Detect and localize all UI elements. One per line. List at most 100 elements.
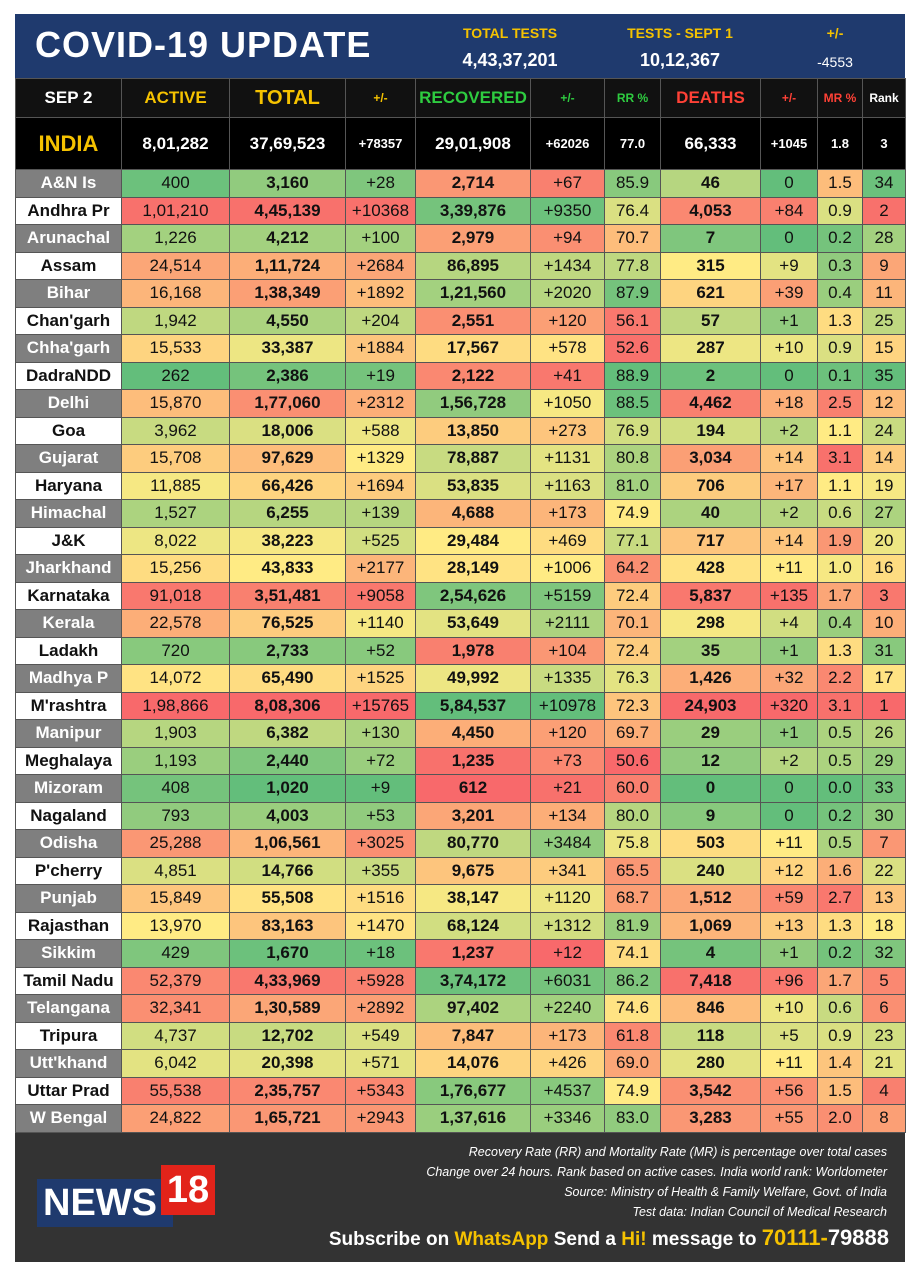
cell: 0.9 (817, 1021, 863, 1050)
cell: 64.2 (604, 554, 661, 583)
cell: +9 (345, 774, 416, 803)
cell: +2 (760, 746, 818, 775)
cell: 22 (862, 856, 906, 885)
cell: 1.5 (817, 1076, 863, 1105)
cell: 1,56,728 (415, 389, 531, 418)
header: COVID-19 UPDATE TOTAL TESTS 4,43,37,201 … (15, 14, 905, 78)
cell: 15 (862, 334, 906, 363)
cell: +1525 (345, 664, 416, 693)
cell: 4,212 (229, 224, 346, 253)
cell: +62026 (530, 117, 605, 170)
state-row: Ladakh 720 2,733 +52 1,978 +104 72.4 35 +1 1.3 31 (15, 636, 906, 665)
cell: 70.1 (604, 609, 661, 638)
cell: 194 (660, 416, 761, 445)
cell: 3,160 (229, 169, 346, 198)
text: Send a (553, 1229, 617, 1250)
cell: 1.4 (817, 1049, 863, 1078)
cell: +135 (760, 581, 818, 610)
cell: +53 (345, 801, 416, 830)
cell: 60.0 (604, 774, 661, 803)
cell: 0 (760, 774, 818, 803)
cell: +39 (760, 279, 818, 308)
cell: 80,770 (415, 829, 531, 858)
state-row: Kerala 22,578 76,525 +1140 53,649 +2111 70.1 29… (15, 609, 906, 638)
cell: +355 (345, 856, 416, 885)
cell: 1,21,560 (415, 279, 531, 308)
cell: Karnataka (15, 581, 122, 610)
cell: Punjab (15, 884, 122, 913)
cell: 65.5 (604, 856, 661, 885)
cell: 8,01,282 (121, 117, 230, 170)
cell: 6,042 (121, 1049, 230, 1078)
cell: 3,39,876 (415, 196, 531, 225)
cell: +11 (760, 554, 818, 583)
cell: 0.9 (817, 334, 863, 363)
cell: 1,11,724 (229, 251, 346, 280)
cell: +578 (530, 334, 605, 363)
cell: 1.5 (817, 169, 863, 198)
cell: 77.8 (604, 251, 661, 280)
cell: W Bengal (15, 1104, 122, 1133)
column-header: DEATHS (660, 78, 761, 118)
cell: 3.1 (817, 691, 863, 720)
cell: 7 (660, 224, 761, 253)
cell: +588 (345, 416, 416, 445)
note: Change over 24 hours. Rank based on acti… (426, 1165, 887, 1179)
cell: Odisha (15, 829, 122, 858)
cell: 1,903 (121, 719, 230, 748)
cell: +469 (530, 526, 605, 555)
cell: +120 (530, 719, 605, 748)
text: message to (651, 1229, 757, 1250)
footer: Recovery Rate (RR) and Mortality Rate (M… (15, 1133, 905, 1262)
cell: 400 (121, 169, 230, 198)
cell: 1.6 (817, 856, 863, 885)
cell: +4 (760, 609, 818, 638)
cell: 1.3 (817, 911, 863, 940)
cell: +1050 (530, 389, 605, 418)
cell: 25 (862, 306, 906, 335)
cell: 262 (121, 361, 230, 390)
cell: +55 (760, 1104, 818, 1133)
cell: 24,514 (121, 251, 230, 280)
cell: +320 (760, 691, 818, 720)
column-header: Rank (862, 78, 906, 118)
cell: +9350 (530, 196, 605, 225)
page: COVID-19 UPDATE TOTAL TESTS 4,43,37,201 … (15, 14, 906, 1262)
cell: 4,003 (229, 801, 346, 830)
cell: +11 (760, 1049, 818, 1078)
cell: 1.7 (817, 966, 863, 995)
cell: 2 (660, 361, 761, 390)
cell: 3,283 (660, 1104, 761, 1133)
cell: 2,386 (229, 361, 346, 390)
cell: 1,37,616 (415, 1104, 531, 1133)
cell: 12,702 (229, 1021, 346, 1050)
cell: 52,379 (121, 966, 230, 995)
cell: +1892 (345, 279, 416, 308)
cell: +2684 (345, 251, 416, 280)
cell: 85.9 (604, 169, 661, 198)
cell: 18,006 (229, 416, 346, 445)
cell: 77.0 (604, 117, 661, 170)
state-row: Goa 3,962 18,006 +588 13,850 +273 76.9 194 +2 1.1… (15, 416, 906, 445)
state-row: Haryana 11,885 66,426 +1694 53,835 +1163 81.0 7… (15, 471, 906, 500)
state-row: Chha'garh 15,533 33,387 +1884 17,567 +578 52.6… (15, 334, 906, 363)
cell: 2,35,757 (229, 1076, 346, 1105)
state-row: Tripura 4,737 12,702 +549 7,847 +173 61.8 118 +5… (15, 1021, 906, 1050)
cell: 793 (121, 801, 230, 830)
cell: 97,629 (229, 444, 346, 473)
cell: A&N Is (15, 169, 122, 198)
cell: 19 (862, 471, 906, 500)
cell: 33,387 (229, 334, 346, 363)
cell: +120 (530, 306, 605, 335)
cell: +571 (345, 1049, 416, 1078)
cell: +2111 (530, 609, 605, 638)
cell: 5,837 (660, 581, 761, 610)
cell: +1163 (530, 471, 605, 500)
cell: +173 (530, 499, 605, 528)
state-row: Assam 24,514 1,11,724 +2684 86,895 +1434 77.8 3… (15, 251, 906, 280)
cell: +139 (345, 499, 416, 528)
cell: 1.1 (817, 416, 863, 445)
cell: 0.5 (817, 746, 863, 775)
cell: 9,675 (415, 856, 531, 885)
state-row: Madhya P 14,072 65,490 +1525 49,992 +1335 76.3… (15, 664, 906, 693)
